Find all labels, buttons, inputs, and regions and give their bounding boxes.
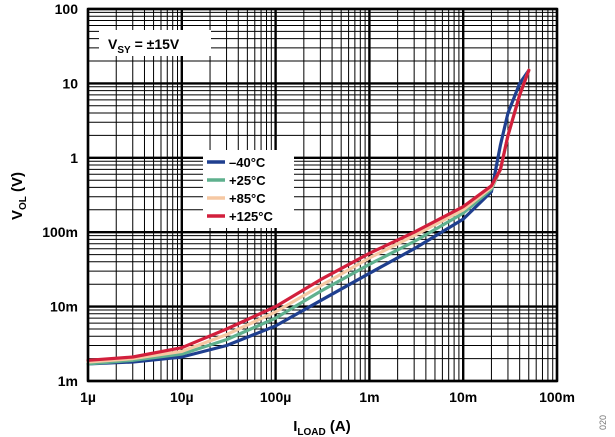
figure-id: 020: [598, 415, 608, 430]
x-axis-title: ILOAD (A): [293, 418, 351, 437]
legend-label-1: +25°C: [229, 173, 266, 188]
supply-annotation: VSY = ±15V: [99, 30, 211, 56]
y-tick-label: 1: [70, 150, 78, 166]
legend-label-0: –40°C: [229, 155, 266, 170]
x-tick-label: 100µ: [260, 389, 291, 405]
legend-label-2: +85°C: [229, 191, 266, 206]
x-tick-label: 1m: [359, 389, 379, 405]
x-tick-label: 1µ: [80, 389, 96, 405]
y-tick-label: 1m: [58, 373, 78, 389]
annotation-box: [99, 30, 211, 56]
y-tick-label: 10: [62, 75, 78, 91]
x-axis-title-sub: LOAD: [297, 427, 325, 437]
y-axis-title-unit: (V): [9, 172, 26, 196]
annotation-rest: = ±15V: [131, 36, 180, 52]
x-axis-title-main: I: [293, 418, 297, 435]
y-tick-label: 100: [55, 1, 79, 17]
y-axis-title: VOL (V): [9, 172, 29, 220]
legend-label-3: +125°C: [229, 209, 273, 224]
x-tick-label: 10µ: [170, 389, 194, 405]
y-axis-title-main: V: [9, 210, 26, 220]
annotation-sub: SY: [117, 45, 131, 56]
series-lines: [86, 68, 531, 366]
y-axis-title-sub: OL: [18, 196, 29, 210]
legend: –40°C +25°C +85°C +125°C: [203, 150, 294, 228]
x-axis-title-unit: (A): [326, 418, 351, 435]
y-tick-label: 100m: [42, 224, 78, 240]
series-line-3: [86, 68, 531, 362]
y-tick-labels: 1m 10m 100m 1 10 100: [42, 1, 78, 389]
x-tick-label: 10m: [449, 389, 477, 405]
series-line-0: [86, 68, 531, 366]
plot-border: [86, 7, 559, 383]
y-tick-label: 10m: [50, 299, 78, 315]
x-tick-label: 100m: [539, 389, 575, 405]
x-tick-labels: 1µ 10µ 100µ 1m 10m 100m: [80, 389, 575, 405]
annotation-main: V: [108, 36, 118, 52]
svg-text:VSY = ±15V: VSY = ±15V: [108, 36, 180, 56]
plot-frame: [86, 7, 559, 383]
